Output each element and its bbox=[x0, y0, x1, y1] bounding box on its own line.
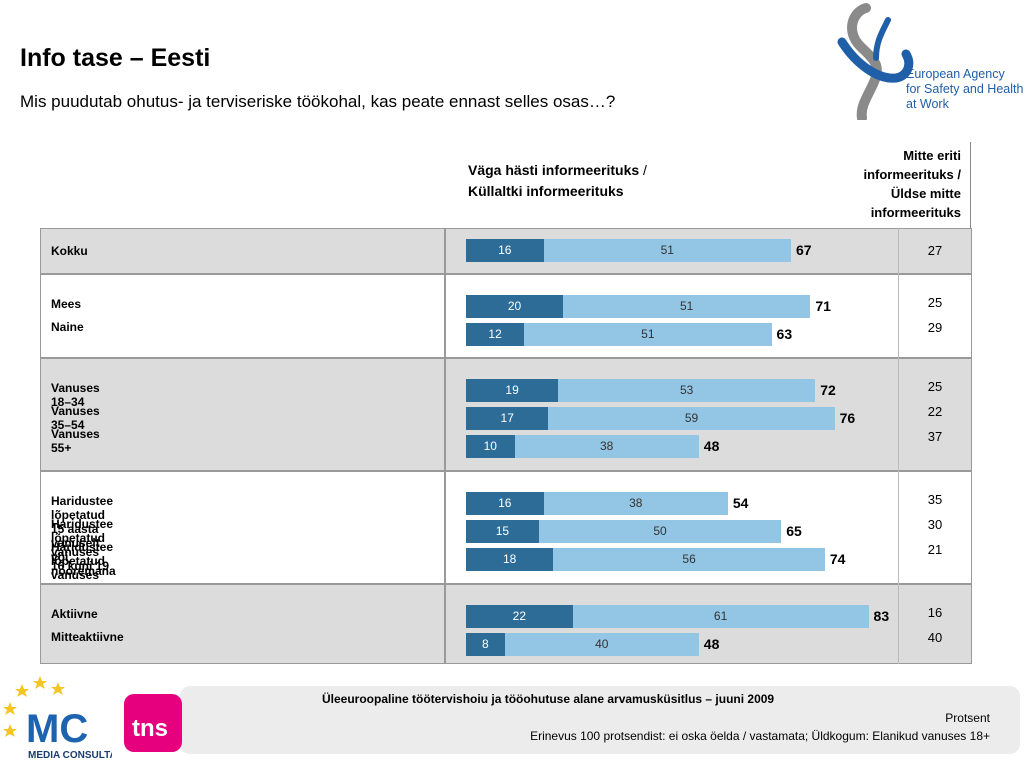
negative-value: 25 bbox=[927, 379, 943, 394]
page-subtitle: Mis puudutab ohutus- ja terviseriske töö… bbox=[20, 92, 616, 111]
row-label: Vanuses 55+ bbox=[51, 427, 100, 455]
bar-fairly-informed: 51 bbox=[524, 323, 772, 346]
bar-total-label: 54 bbox=[732, 495, 749, 511]
bar-total-label: 72 bbox=[820, 382, 836, 398]
tns-letters: tns bbox=[132, 715, 168, 742]
column-divider bbox=[898, 471, 899, 584]
bar-total-label: 67 bbox=[795, 242, 812, 258]
media-consulta-logo: MC MEDIA CONSULTA bbox=[3, 676, 112, 761]
bar-very-informed: 17 bbox=[466, 407, 549, 430]
row-label: Aktiivne bbox=[51, 607, 98, 621]
positive-header-slash: / bbox=[639, 162, 647, 178]
negative-value: 16 bbox=[927, 605, 943, 620]
column-divider bbox=[444, 358, 446, 471]
negative-value: 35 bbox=[927, 492, 943, 507]
column-divider bbox=[898, 358, 899, 471]
bar-fairly-informed: 56 bbox=[553, 548, 825, 571]
bar-fairly-informed: 38 bbox=[543, 492, 728, 515]
row-label: Kokku bbox=[51, 244, 88, 258]
footer-note: Erinevus 100 protsendist: ei oska öelda … bbox=[530, 729, 990, 743]
negative-header-line1: Mitte eriti bbox=[903, 148, 961, 163]
negative-value: 30 bbox=[927, 517, 943, 532]
negative-value: 27 bbox=[927, 243, 943, 258]
row-label: Naine bbox=[51, 320, 84, 334]
bar-very-informed: 20 bbox=[466, 295, 563, 318]
logo-line-3: at Work bbox=[906, 97, 950, 111]
header-divider bbox=[970, 142, 971, 228]
footer-box bbox=[180, 686, 1020, 754]
page-title: Info tase – Eesti bbox=[20, 44, 211, 72]
column-divider bbox=[444, 471, 446, 584]
bar-very-informed: 8 bbox=[466, 633, 505, 656]
bar-total-label: 48 bbox=[703, 438, 720, 454]
bar-fairly-informed: 40 bbox=[504, 633, 699, 656]
negative-value: 25 bbox=[927, 295, 943, 310]
positive-column-header: Väga hästi informeerituks / Küllaltki in… bbox=[468, 160, 647, 202]
bar-total-label: 48 bbox=[703, 636, 720, 652]
negative-column-header: Mitte eriti informeerituks / Üldse mitte… bbox=[801, 146, 961, 222]
bar-total-label: 76 bbox=[839, 410, 856, 426]
column-divider bbox=[444, 584, 446, 664]
bar-total-label: 74 bbox=[829, 551, 846, 567]
positive-header-line1: Väga hästi informeerituks bbox=[468, 162, 640, 178]
row-label: Haridustee lõpetatud 15 aasta vanuselt v… bbox=[51, 494, 116, 578]
negative-value: 22 bbox=[927, 404, 943, 419]
row-label: Vanuses 18–34 bbox=[51, 381, 100, 409]
row-label: Mitteaktiivne bbox=[51, 630, 124, 644]
negative-value: 21 bbox=[927, 542, 943, 557]
bar-very-informed: 15 bbox=[466, 520, 539, 543]
bar-total-label: 71 bbox=[815, 298, 831, 314]
bar-very-informed: 12 bbox=[466, 323, 525, 346]
logo-line-2: for Safety and Health bbox=[906, 82, 1023, 96]
bar-fairly-informed: 59 bbox=[548, 407, 835, 430]
mc-name: MEDIA CONSULTA bbox=[28, 750, 112, 761]
bar-very-informed: 22 bbox=[466, 605, 573, 628]
column-divider bbox=[898, 584, 899, 664]
eu-osha-logo: European Agency for Safety and Health at… bbox=[837, 3, 1023, 120]
bar-very-informed: 16 bbox=[466, 492, 544, 515]
row-label: Vanuses 35–54 bbox=[51, 404, 100, 432]
column-divider bbox=[444, 228, 446, 274]
footer-unit: Protsent bbox=[945, 711, 990, 725]
bar-fairly-informed: 51 bbox=[543, 239, 791, 262]
bar-fairly-informed: 51 bbox=[563, 295, 811, 318]
tns-logo: tns bbox=[124, 694, 182, 752]
column-divider bbox=[898, 274, 899, 358]
negative-value: 37 bbox=[927, 429, 943, 444]
column-divider bbox=[444, 274, 446, 358]
bar-very-informed: 19 bbox=[466, 379, 559, 402]
negative-header-line3: Üldse mitte bbox=[890, 186, 961, 201]
bar-total-label: 83 bbox=[873, 608, 890, 624]
bar-fairly-informed: 61 bbox=[572, 605, 869, 628]
bar-total-label: 63 bbox=[776, 326, 793, 342]
bar-fairly-informed: 38 bbox=[514, 435, 699, 458]
bar-very-informed: 10 bbox=[466, 435, 515, 458]
negative-value: 40 bbox=[927, 630, 943, 645]
footer-title: Üleeuroopaline töötervishoiu ja tööohutu… bbox=[322, 692, 775, 706]
logo-line-1: European Agency bbox=[906, 67, 1005, 81]
bar-total-label: 65 bbox=[786, 523, 802, 539]
row-label: Haridustee lõpetatud vanuses 16 kuni 19 bbox=[51, 517, 114, 573]
mc-letters: MC bbox=[26, 707, 88, 751]
positive-header-line2: Küllaltki informeerituks bbox=[468, 183, 624, 199]
bar-fairly-informed: 50 bbox=[538, 520, 782, 543]
negative-header-line4: informeerituks bbox=[870, 205, 961, 220]
bar-very-informed: 16 bbox=[466, 239, 544, 262]
column-divider bbox=[898, 228, 899, 274]
negative-header-line2: informeerituks / bbox=[863, 167, 961, 182]
bar-very-informed: 18 bbox=[466, 548, 554, 571]
negative-value: 29 bbox=[927, 320, 943, 335]
bar-fairly-informed: 53 bbox=[558, 379, 816, 402]
row-label: Mees bbox=[51, 297, 82, 311]
